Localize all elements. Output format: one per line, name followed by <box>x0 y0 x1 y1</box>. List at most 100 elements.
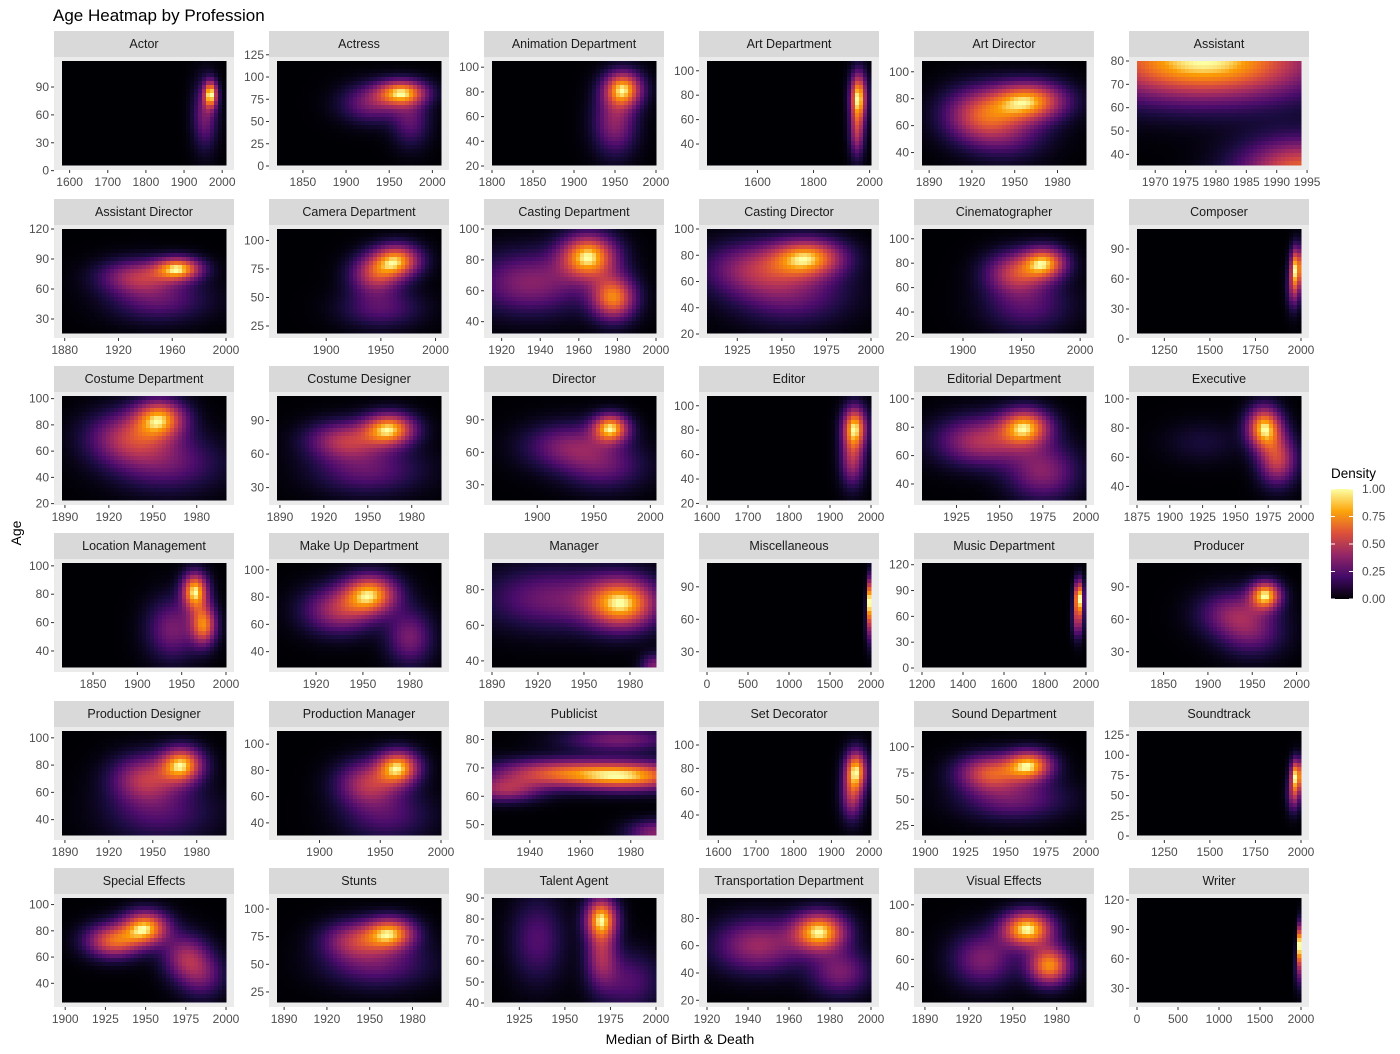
heatmap-tile <box>385 129 390 134</box>
heatmap-tile <box>799 77 804 82</box>
heatmap-tile <box>321 157 326 162</box>
heatmap-tile <box>500 81 505 86</box>
heatmap-tile <box>86 125 91 130</box>
heatmap-tile <box>405 89 410 94</box>
heatmap-tile <box>528 161 533 166</box>
heatmap-tile <box>544 125 549 130</box>
heatmap-tile <box>767 133 772 138</box>
heatmap-tile <box>222 137 227 142</box>
heatmap-tile <box>341 85 346 90</box>
heatmap-tile <box>397 157 402 162</box>
heatmap-tile <box>381 133 386 138</box>
heatmap-tile <box>540 93 545 98</box>
heatmap-tile <box>309 157 314 162</box>
heatmap-tile <box>616 125 621 130</box>
heatmap-tile <box>783 121 788 126</box>
heatmap-tile <box>222 73 227 78</box>
heatmap-tile <box>787 81 792 86</box>
heatmap-tile <box>421 77 426 82</box>
heatmap-tile <box>500 117 505 122</box>
heatmap-tile <box>592 157 597 162</box>
heatmap-tile <box>994 77 999 82</box>
heatmap-tile <box>568 133 573 138</box>
heatmap-tile <box>596 161 601 166</box>
heatmap-tile <box>138 93 143 98</box>
heatmap-tile <box>373 117 378 122</box>
heatmap-tile <box>82 105 87 110</box>
heatmap-tile <box>90 125 95 130</box>
heatmap-tile <box>102 109 107 114</box>
heatmap-tile <box>536 125 541 130</box>
heatmap-tile <box>437 85 442 90</box>
heatmap-tile <box>1026 69 1031 74</box>
heatmap-tile <box>552 137 557 142</box>
heatmap-tile <box>982 113 987 118</box>
heatmap-tile <box>552 129 557 134</box>
heatmap-tile <box>397 153 402 158</box>
heatmap-tile <box>616 141 621 146</box>
heatmap-tile <box>142 97 147 102</box>
heatmap-tile <box>114 105 119 110</box>
heatmap-tile <box>743 109 748 114</box>
heatmap-tile <box>787 85 792 90</box>
heatmap-tile <box>771 73 776 78</box>
heatmap-tile <box>194 109 199 114</box>
heatmap-tile <box>369 109 374 114</box>
heatmap-tile <box>186 69 191 74</box>
heatmap-tile <box>357 77 362 82</box>
heatmap-tile <box>146 141 151 146</box>
heatmap-tile <box>82 125 87 130</box>
heatmap-tile <box>345 109 350 114</box>
heatmap-tile <box>620 121 625 126</box>
heatmap-tile <box>588 121 593 126</box>
heatmap-tile <box>218 161 223 166</box>
heatmap-tile <box>1018 93 1023 98</box>
heatmap-tile <box>556 149 561 154</box>
heatmap-tile <box>922 77 927 82</box>
heatmap-tile <box>771 65 776 70</box>
heatmap-tile <box>130 153 135 158</box>
heatmap-tile <box>624 109 629 114</box>
heatmap-tile <box>855 117 860 122</box>
heatmap-tile <box>321 77 326 82</box>
heatmap-tile <box>206 93 211 98</box>
heatmap-tile <box>98 121 103 126</box>
heatmap-tile <box>341 153 346 158</box>
heatmap-tile <box>102 101 107 106</box>
heatmap-tile <box>425 141 430 146</box>
heatmap-tile <box>369 89 374 94</box>
heatmap-tile <box>86 105 91 110</box>
heatmap-tile <box>628 149 633 154</box>
heatmap-tile <box>512 129 517 134</box>
heatmap-tile <box>564 141 569 146</box>
heatmap-tile <box>707 61 712 66</box>
heatmap-tile <box>301 89 306 94</box>
heatmap-tile <box>413 161 418 166</box>
heatmap-tile <box>114 157 119 162</box>
heatmap-tile <box>202 137 207 142</box>
heatmap-tile <box>154 149 159 154</box>
heatmap-tile <box>433 153 438 158</box>
heatmap-tile <box>373 153 378 158</box>
heatmap-tile <box>142 85 147 90</box>
heatmap-tile <box>373 89 378 94</box>
heatmap-tile <box>333 89 338 94</box>
heatmap-tile <box>735 85 740 90</box>
heatmap-tile <box>369 145 374 150</box>
heatmap-tile <box>126 81 131 86</box>
heatmap-tile <box>433 117 438 122</box>
heatmap-tile <box>492 77 497 82</box>
heatmap-tile <box>576 161 581 166</box>
heatmap-tile <box>126 101 131 106</box>
heatmap-tile <box>126 125 131 130</box>
heatmap-tile <box>425 149 430 154</box>
heatmap-tile <box>333 77 338 82</box>
x-tick-label: 1700 <box>94 175 121 189</box>
heatmap-tile <box>1050 89 1055 94</box>
heatmap-tile <box>946 65 951 70</box>
heatmap-tile <box>568 85 573 90</box>
heatmap-tile <box>329 145 334 150</box>
heatmap-tile <box>1026 113 1031 118</box>
heatmap-tile <box>719 97 724 102</box>
heatmap-tile <box>608 141 613 146</box>
